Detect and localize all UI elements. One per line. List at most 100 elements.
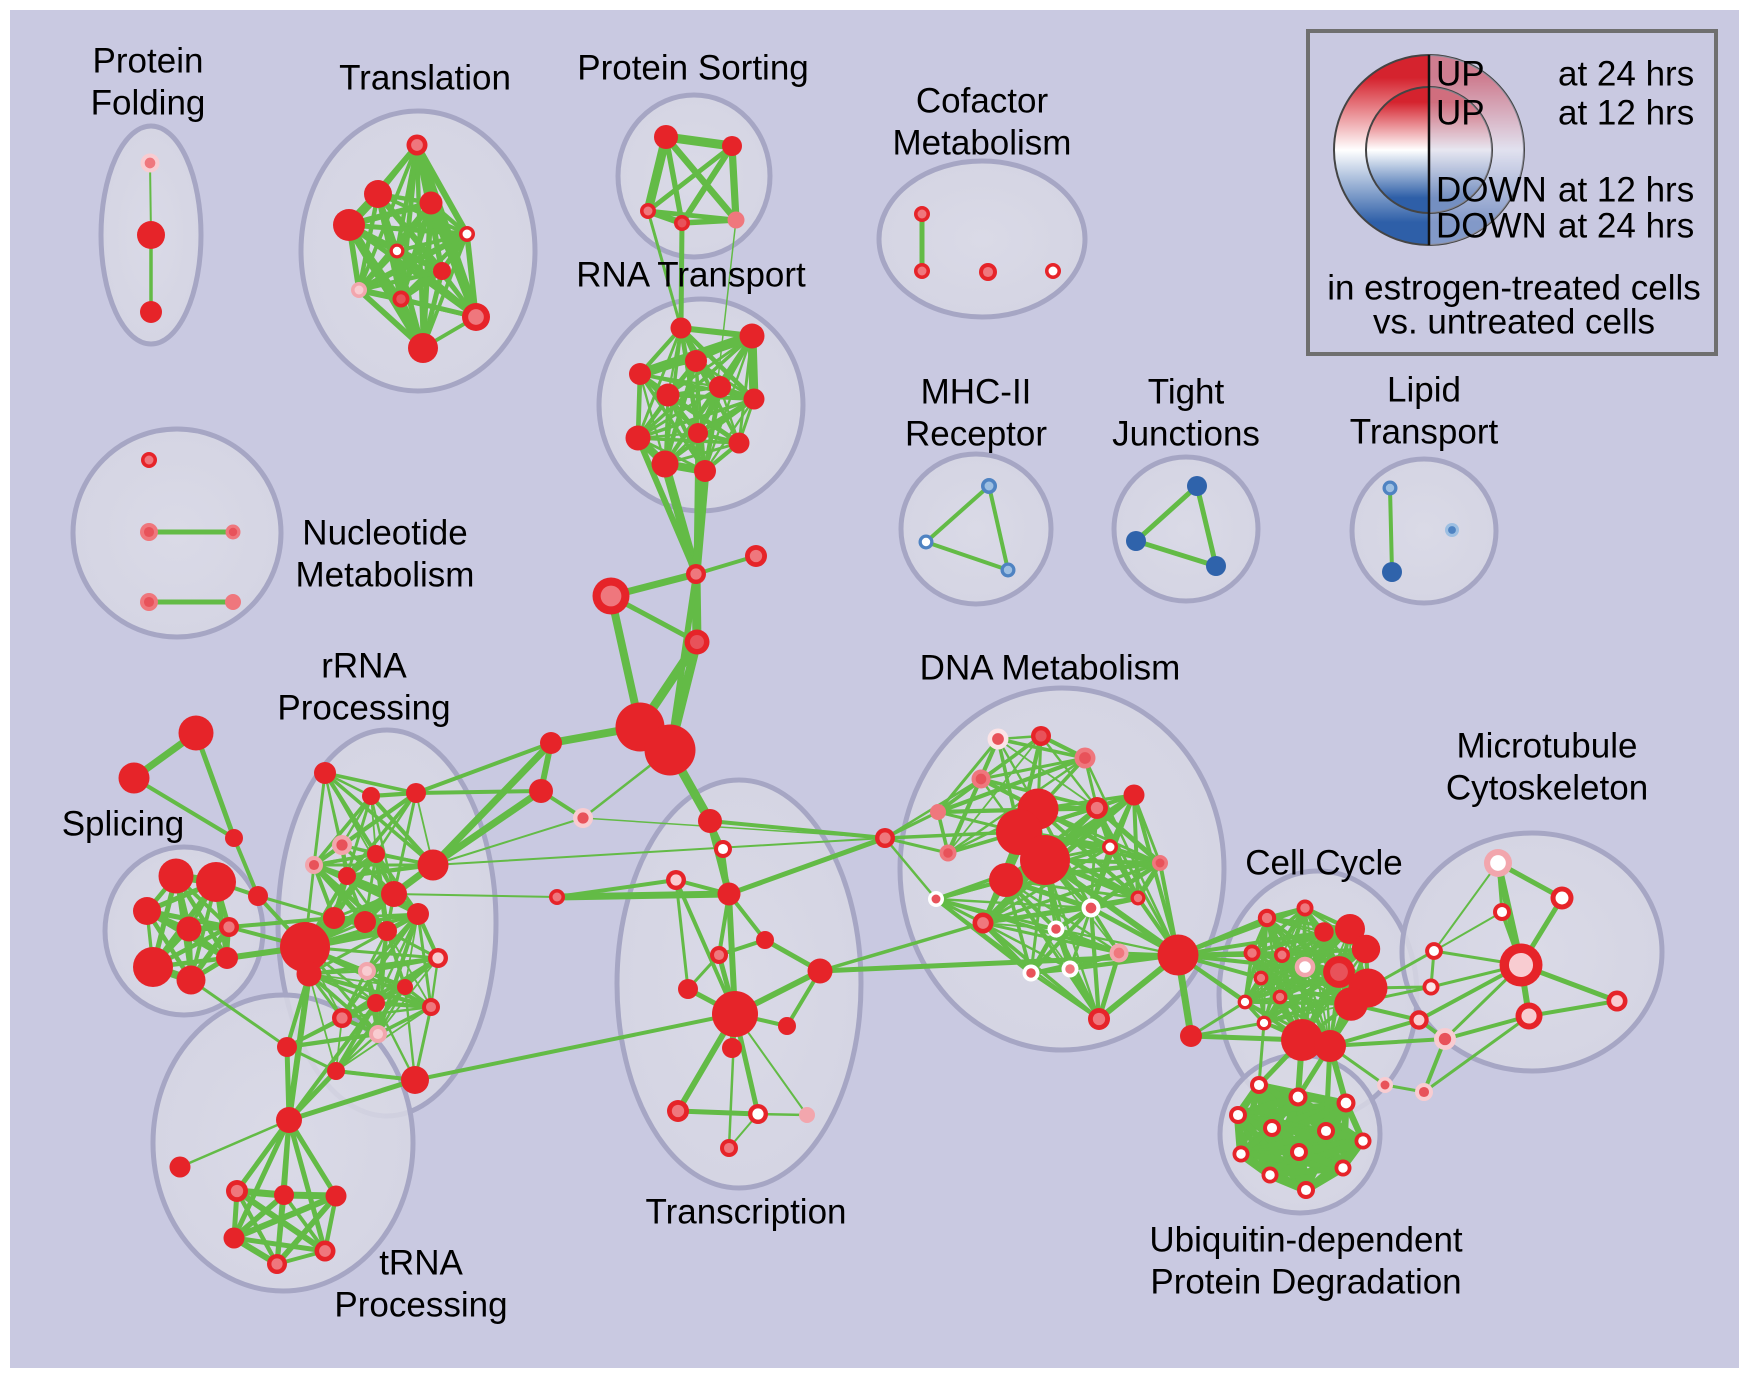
node-ring-24h: [196, 862, 236, 902]
node-dm4: [971, 769, 991, 789]
node-core-12h: [943, 848, 953, 858]
node-ring-24h: [333, 209, 365, 241]
edge: [645, 143, 735, 214]
node-core-12h: [1259, 1018, 1269, 1028]
node-mt1: [1484, 849, 1512, 877]
node-dm11: [1130, 890, 1146, 906]
cluster-ellipse-trna-processing: [150, 992, 416, 1294]
edge: [285, 1016, 344, 1049]
edge: [555, 878, 678, 899]
node-mt3: [1493, 903, 1511, 921]
node-u2: [1288, 1087, 1308, 1107]
node-cf1: [914, 206, 930, 222]
node-core-12h: [1448, 526, 1456, 534]
cluster-label-dna-metabolism-line1: DNA Metabolism: [920, 649, 1181, 688]
node-ring-24h: [296, 961, 322, 987]
node-core-12h: [462, 229, 472, 239]
node-tj3: [1206, 556, 1226, 576]
edge: [663, 134, 685, 226]
edge: [924, 484, 991, 544]
node-dm16: [1109, 943, 1129, 963]
node-ring-24h: [625, 425, 651, 451]
node-core-12h: [1438, 1032, 1452, 1046]
node-ring-24h: [354, 911, 376, 933]
cluster-label-tight-junctions-line1: Tight: [1148, 373, 1225, 412]
node-cf3: [979, 263, 997, 281]
edge: [232, 836, 260, 898]
node-dm15: [1047, 920, 1065, 938]
edge: [982, 922, 1057, 930]
node-r10: [354, 911, 376, 933]
node-core-12h: [917, 266, 927, 276]
node-t3: [419, 191, 443, 215]
node-r18: [332, 1008, 352, 1028]
node-core-12h: [319, 1245, 331, 1257]
legend-entry-time-1: at 24 hrs: [1558, 55, 1694, 94]
node-rbig: [417, 849, 449, 881]
node-ring-24h: [338, 867, 356, 885]
node-tr7: [710, 946, 728, 964]
edge: [287, 1001, 378, 1122]
node-core-12h: [749, 549, 763, 563]
node-cc15: [1256, 1015, 1272, 1031]
edge: [231, 1117, 292, 1241]
edge: [286, 971, 312, 1123]
node-tn4: [223, 1227, 245, 1249]
node-ring-24h: [176, 965, 206, 995]
edge: [934, 897, 1121, 955]
node-c1: [540, 732, 562, 754]
node-t7: [433, 262, 451, 280]
node-core-12h: [1105, 842, 1115, 852]
node-t2: [364, 180, 392, 208]
node-cc21: [1415, 1083, 1433, 1101]
node-mt2: [1550, 886, 1574, 910]
node-core-12h: [879, 832, 891, 844]
edge: [553, 890, 733, 901]
legend-entry-time-2: at 12 hrs: [1558, 94, 1694, 133]
node-ring-24h: [362, 787, 380, 805]
node-ring-24h: [1206, 556, 1226, 576]
node-tj2: [1126, 531, 1146, 551]
node-cc4: [1335, 914, 1365, 944]
node-tr11: [667, 1100, 689, 1122]
edge: [1042, 857, 1181, 958]
node-core-12h: [308, 859, 320, 871]
node-core-12h: [1113, 947, 1125, 959]
edge: [1132, 793, 1180, 957]
node-h1: [686, 564, 706, 584]
edge: [1388, 486, 1394, 574]
node-ring-24h: [277, 1037, 297, 1057]
node-n1: [141, 452, 157, 468]
legend-entry-label-4: DOWN: [1436, 207, 1547, 246]
node-ps3: [640, 203, 656, 219]
edge: [312, 794, 373, 867]
node-core-12h: [1330, 963, 1348, 981]
node-sp4: [176, 916, 202, 942]
edge: [643, 132, 671, 216]
node-ccB1: [1281, 1019, 1323, 1061]
node-ring-24h: [799, 1107, 815, 1123]
node-dm1: [987, 728, 1009, 750]
node-core-12h: [1380, 1080, 1390, 1090]
cluster-label-nucleotide-metabolism-line1: Nucleotide: [302, 514, 467, 553]
edge: [312, 852, 378, 867]
cluster-label-microtubule-line2: Cytoskeleton: [1446, 769, 1648, 808]
node-ring-24h: [1382, 562, 1402, 582]
node-ring-24h: [137, 221, 165, 249]
node-core-12h: [372, 1028, 384, 1040]
node-tn1: [226, 1180, 248, 1202]
node-ring-24h: [728, 432, 750, 454]
edge: [429, 787, 545, 869]
node-core-12h: [1240, 997, 1250, 1007]
node-rt9: [688, 423, 708, 443]
node-core-12h: [1092, 1012, 1106, 1026]
node-ring-24h: [654, 125, 678, 149]
edge: [662, 396, 757, 467]
cluster-ellipse-lipid-transport: [1349, 456, 1499, 606]
network-nodes: [118, 125, 1628, 1274]
node-u5: [1263, 1119, 1281, 1137]
node-core-12h: [144, 455, 154, 465]
node-ring-24h: [688, 423, 708, 443]
node-ring-24h: [989, 863, 1023, 897]
node-core-12h: [1026, 968, 1036, 978]
